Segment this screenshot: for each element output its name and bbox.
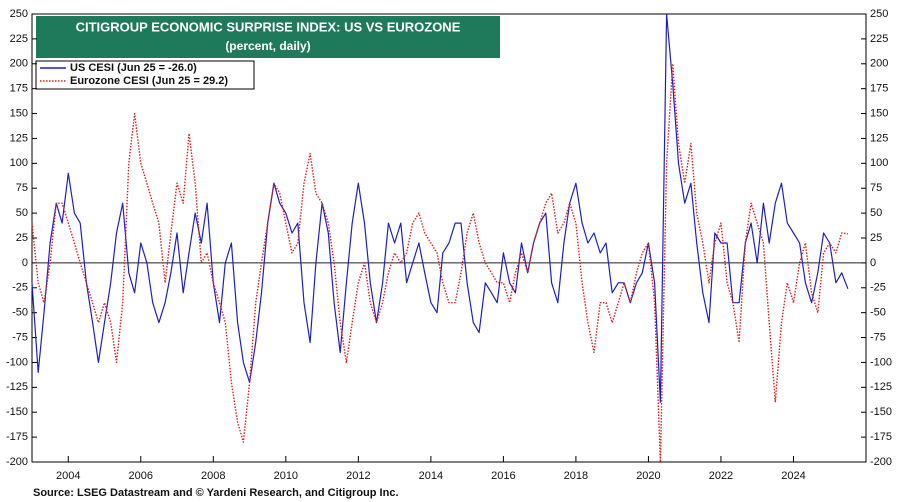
y-tick-label: 175 [10,83,28,95]
legend-label: US CESI (Jun 25 = -26.0) [70,62,197,74]
y2-tick-label: -100 [870,356,892,368]
x-tick-label: 2006 [129,470,153,482]
y2-tick-label: 225 [870,33,888,45]
y2-tick-label: -150 [870,406,892,418]
y-tick-label: 200 [10,58,28,70]
chart-subtitle: (percent, daily) [225,39,310,53]
chart-title: CITIGROUP ECONOMIC SURPRISE INDEX: US VS… [76,19,461,34]
series-line [31,13,849,403]
y-tick-label: 225 [10,33,28,45]
y-tick-label: -125 [6,381,28,393]
x-tick-label: 2024 [781,470,805,482]
y2-tick-label: 175 [870,83,888,95]
y-tick-label: -200 [6,456,28,468]
legend [35,60,255,90]
y-tick-label: -25 [12,282,28,294]
y-tick-label: 250 [10,8,28,20]
y2-tick-label: -200 [870,456,892,468]
y2-tick-label: 125 [870,132,888,144]
y-tick-label: 50 [16,207,28,219]
x-tick-label: 2004 [56,470,80,482]
y2-tick-label: -75 [870,331,886,343]
x-tick-label: 2014 [419,470,443,482]
y2-tick-label: 100 [870,157,888,169]
y-tick-label: -75 [12,331,28,343]
y2-tick-label: 0 [870,257,876,269]
y2-tick-label: 250 [870,8,888,20]
y2-tick-label: -50 [870,307,886,319]
x-tick-label: 2008 [201,470,225,482]
legend-label: Eurozone CESI (Jun 25 = 29.2) [70,75,228,87]
title-box [36,16,500,58]
y-tick-label: 100 [10,157,28,169]
x-tick-label: 2012 [346,470,370,482]
y2-tick-label: -175 [870,431,892,443]
x-tick-label: 2020 [636,470,660,482]
y-tick-label: 150 [10,107,28,119]
y-tick-label: 125 [10,132,28,144]
y-tick-label: -100 [6,356,28,368]
y2-tick-label: 75 [870,182,882,194]
y2-tick-label: 150 [870,107,888,119]
y-tick-label: 0 [22,257,28,269]
y-tick-label: 25 [16,232,28,244]
y-tick-label: -50 [12,307,28,319]
source-note: Source: LSEG Datastream and © Yardeni Re… [33,487,399,499]
y2-tick-label: -25 [870,282,886,294]
y2-tick-label: 25 [870,232,882,244]
y-tick-label: -150 [6,406,28,418]
y2-tick-label: -125 [870,381,892,393]
y2-tick-label: 50 [870,207,882,219]
y-tick-label: 75 [16,182,28,194]
x-tick-label: 2018 [564,470,588,482]
series-line [31,63,848,463]
x-tick-label: 2022 [709,470,733,482]
x-tick-label: 2010 [274,470,298,482]
y2-tick-label: 200 [870,58,888,70]
x-tick-label: 2016 [491,470,515,482]
y-tick-label: -175 [6,431,28,443]
